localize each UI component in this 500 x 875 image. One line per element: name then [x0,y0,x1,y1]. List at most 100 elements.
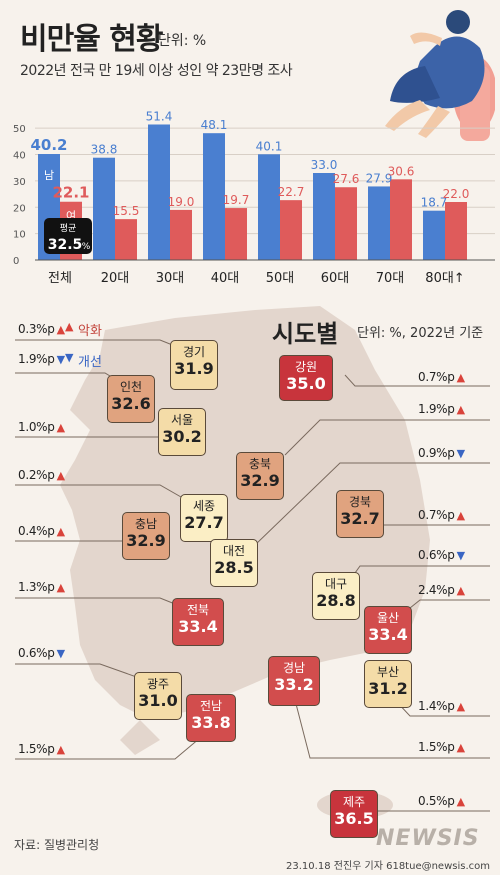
region-value: 28.8 [316,590,356,610]
region-change: 0.6%p ▼ [418,548,465,562]
data-label-female: 22.1 [52,184,89,202]
region-change: 1.9%p ▲ [418,402,465,416]
category-label: 40대 [211,271,240,286]
region-change-value: 0.9%p [418,446,455,460]
bar-female [170,209,192,260]
legend-worse-label: 악화 [78,324,102,339]
arrow-up-icon: ▲ [56,743,65,756]
y-tick-label: 0 [13,256,19,267]
region-change-value: 0.2%p [18,468,55,482]
region-value: 33.8 [191,712,231,732]
arrow-up-icon: ▲ [456,584,465,597]
page-title: 비만율 현황 [20,22,163,57]
category-label: 30대 [156,271,185,286]
region-name: 충남 [134,517,158,531]
y-tick-label: 10 [13,230,26,241]
region-value: 33.2 [274,674,314,694]
region-box: 강원 35.0 [279,355,333,401]
region-box: 경북 32.7 [336,490,384,538]
bar-female [445,202,467,260]
region-value: 32.6 [111,393,151,413]
bar-female [390,179,412,260]
credit-text: 23.10.18 전진우 기자 618tue@newsis.com [286,861,490,872]
region-name: 부산 [376,665,400,679]
region-box: 부산 31.2 [364,660,412,708]
arrow-up-icon: ▲ [456,741,465,754]
data-label-male: 27.9 [366,171,393,185]
island-shape [120,720,160,755]
data-label-male: 38.8 [91,143,118,157]
region-value: 32.9 [240,470,280,490]
average-label: 평균 [60,223,77,234]
bar-male [203,133,225,260]
region-name: 광주 [146,677,170,691]
region-change: 0.7%p ▲ [418,508,465,522]
unit-label: 단위: % [158,33,207,49]
region-box: 광주 31.0 [134,672,182,720]
region-name: 전남 [199,699,223,713]
region-value: 33.4 [368,624,408,644]
data-label-female: 19.7 [223,193,250,207]
region-name: 제주 [342,795,366,809]
legend-better-label: 개선 [78,355,102,370]
region-change: 0.3%p ▲ [18,322,65,336]
region-name: 전북 [186,603,210,617]
region-name: 세종 [192,499,216,513]
bar-male [313,173,335,260]
arrow-up-icon: ▲ [56,581,65,594]
region-name: 경북 [348,495,372,509]
data-label-female: 27.6 [333,172,360,186]
category-label: 20대 [101,271,130,286]
region-box: 인천 32.6 [107,375,155,423]
category-label: 80대↑ [425,271,464,286]
region-change: 0.4%p ▲ [18,524,65,538]
data-label-male: 40.1 [256,139,283,153]
region-name: 충북 [248,457,272,471]
region-change: 2.4%p ▲ [418,583,465,597]
data-label-male: 48.1 [201,118,228,132]
region-box: 경기 31.9 [170,340,218,390]
region-change-value: 1.9%p [418,402,455,416]
region-box: 전남 33.8 [186,694,236,742]
category-label: 전체 [48,271,72,286]
bar-male [423,210,445,260]
region-change: 1.3%p ▲ [18,580,65,594]
arrow-up-icon: ▲ [456,403,465,416]
bar-female [115,219,137,260]
arrow-down-icon: ▼ [456,549,465,562]
arrow-up-icon: ▲ [56,469,65,482]
region-name: 강원 [294,360,318,374]
data-label-female: 15.5 [113,204,140,218]
regional-unit: 단위: %, 2022년 기준 [357,326,484,341]
y-tick-label: 30 [13,177,26,188]
region-change: 0.9%p ▼ [418,446,465,460]
region-box: 경남 33.2 [268,656,320,706]
bar-male [148,124,170,260]
region-change: 1.5%p ▲ [418,740,465,754]
y-tick-label: 50 [13,124,26,135]
average-value: 32.5 [48,237,83,253]
region-change-value: 1.5%p [418,740,455,754]
region-name: 경기 [182,345,206,359]
region-change-value: 0.6%p [418,548,455,562]
region-change-value: 0.4%p [18,524,55,538]
legend-worse-arrow: ▲ [65,320,74,333]
series-label-female: 여 [66,210,76,223]
region-change-value: 1.4%p [418,699,455,713]
bar-male [368,186,390,260]
arrow-down-icon: ▼ [456,447,465,460]
region-box: 서울 30.2 [158,408,206,456]
bar-female [225,208,247,260]
region-change: 0.5%p ▲ [418,794,465,808]
newsis-logo: NEWSIS [376,826,480,851]
y-tick-label: 40 [13,151,26,162]
arrow-up-icon: ▲ [56,323,65,336]
series-label-male: 남 [44,169,54,182]
legend-better-arrow: ▼ [65,351,74,364]
region-change-value: 2.4%p [418,583,455,597]
region-value: 30.2 [162,426,202,446]
region-value: 31.0 [138,690,178,710]
region-box: 세종 27.7 [180,494,228,542]
region-value: 31.9 [174,358,214,378]
region-change: 1.0%p ▲ [18,420,65,434]
